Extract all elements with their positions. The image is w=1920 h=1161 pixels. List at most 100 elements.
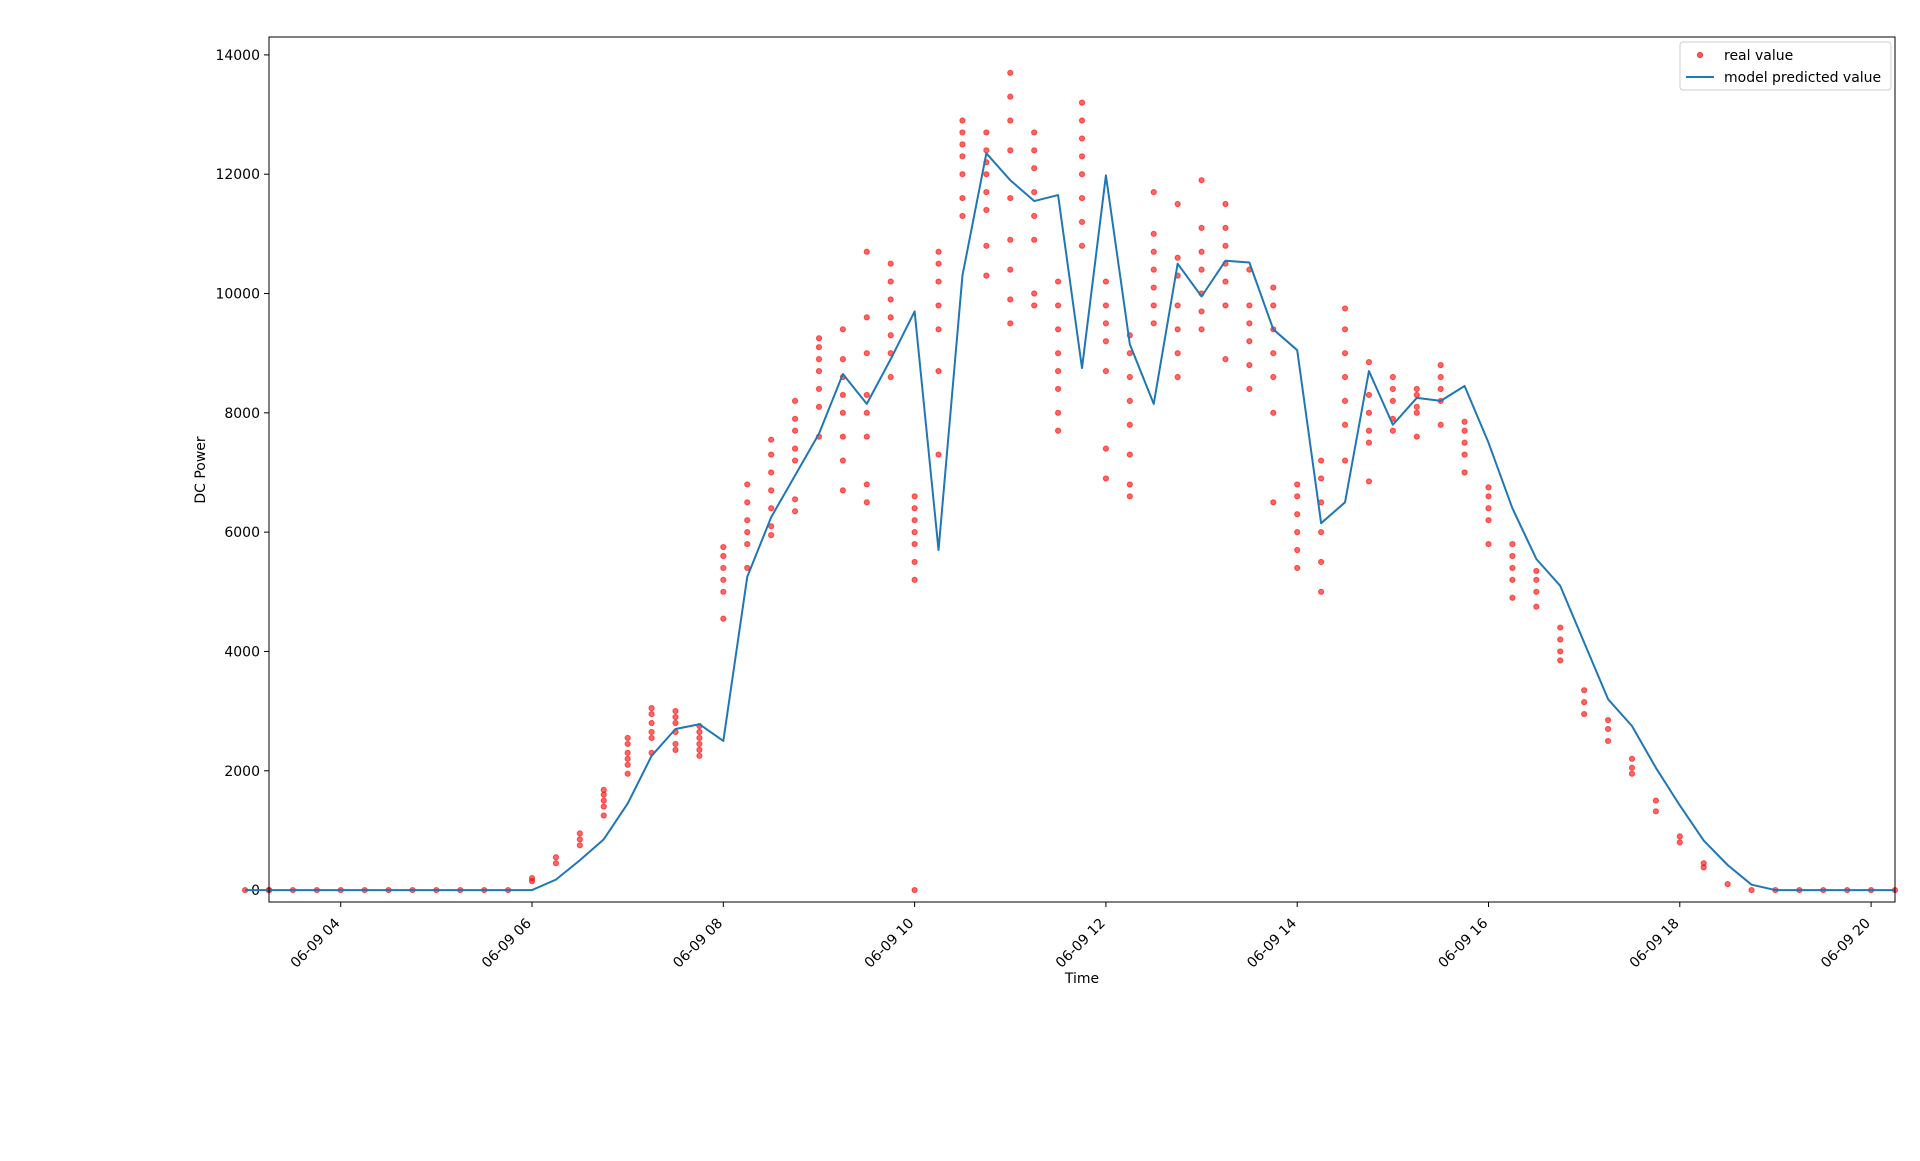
real-value-point	[1031, 290, 1038, 297]
real-value-point	[887, 373, 894, 381]
real-value-point	[1294, 546, 1301, 554]
real-value-point	[1341, 373, 1349, 381]
real-value-point	[863, 248, 870, 255]
real-value-point	[1461, 451, 1468, 458]
real-value-point	[1318, 588, 1325, 595]
real-value-point	[1341, 350, 1349, 357]
real-value-point	[1222, 278, 1229, 285]
real-value-point	[768, 451, 775, 458]
real-value-point	[1150, 248, 1157, 255]
real-value-point	[1054, 427, 1062, 434]
real-value-point	[1222, 200, 1229, 208]
real-value-point	[1533, 588, 1540, 595]
real-value-point	[815, 367, 823, 375]
real-value-point	[1533, 576, 1540, 583]
legend: real value model predicted value	[1679, 41, 1892, 91]
real-value-point	[911, 558, 918, 566]
real-value-point	[1557, 657, 1564, 664]
real-value-point	[815, 385, 823, 393]
real-value-point	[1294, 511, 1301, 518]
real-value-point	[1318, 529, 1325, 536]
real-value-point	[1437, 421, 1444, 428]
real-value-point	[1102, 475, 1110, 482]
real-value-point	[720, 576, 727, 583]
real-value-point	[911, 576, 918, 583]
real-value-point	[624, 761, 631, 768]
real-value-point	[1174, 373, 1181, 381]
real-value-point	[1341, 326, 1349, 333]
real-value-point	[624, 770, 631, 777]
real-value-point	[600, 803, 607, 810]
real-value-point	[1102, 367, 1110, 375]
real-value-point	[1031, 147, 1038, 154]
real-value-point	[1174, 200, 1181, 208]
real-value-point	[624, 749, 631, 756]
real-value-point	[1007, 93, 1014, 100]
real-value-point	[983, 129, 990, 136]
real-value-point	[1198, 308, 1205, 315]
real-value-point	[839, 457, 846, 464]
real-value-point	[815, 356, 823, 363]
real-value-point	[1270, 284, 1277, 291]
real-value-point	[839, 391, 846, 399]
real-value-point	[1509, 552, 1516, 560]
real-value-point	[935, 302, 942, 309]
real-value-point	[1581, 699, 1588, 706]
real-value-point	[1102, 278, 1110, 285]
real-value-point	[1318, 475, 1325, 482]
real-value-point	[1628, 770, 1636, 777]
real-value-point	[911, 529, 918, 536]
real-value-point	[1126, 481, 1133, 488]
real-value-point	[1509, 564, 1516, 572]
real-value-point	[1294, 481, 1301, 488]
real-value-point	[983, 171, 990, 178]
real-value-point	[1628, 764, 1636, 771]
real-value-point	[1102, 445, 1110, 452]
real-value-point	[1078, 242, 1086, 249]
real-value-point	[983, 189, 990, 196]
real-value-point	[1150, 302, 1157, 309]
real-value-point	[1365, 439, 1373, 446]
real-value-point	[1007, 147, 1014, 154]
real-value-point	[1150, 266, 1157, 273]
real-value-point	[935, 367, 942, 375]
real-value-point	[1054, 367, 1062, 375]
real-value-point	[672, 719, 679, 727]
real-value-point	[1246, 362, 1253, 369]
y-tick-label-4000: 4000	[224, 644, 260, 660]
real-value-point	[863, 391, 870, 399]
real-value-point	[720, 588, 727, 595]
real-value-point	[887, 260, 894, 267]
real-value-point	[1031, 212, 1038, 220]
real-value-point	[744, 517, 751, 524]
real-value-point	[576, 836, 583, 843]
real-value-point	[791, 445, 799, 452]
real-value-point	[1270, 499, 1277, 506]
real-value-point	[624, 740, 631, 748]
real-value-point	[528, 875, 536, 882]
real-value-point	[672, 746, 679, 753]
real-value-point	[839, 487, 846, 494]
real-value-point	[959, 153, 966, 160]
real-value-point	[959, 117, 966, 124]
real-value-point	[720, 552, 727, 560]
y-tick-label-6000: 6000	[224, 525, 260, 541]
real-value-point	[1007, 236, 1014, 243]
real-value-point	[1198, 266, 1205, 273]
real-value-point	[1485, 517, 1492, 524]
real-value-point	[935, 260, 942, 267]
real-value-point	[1007, 194, 1014, 202]
real-value-point	[1318, 457, 1325, 464]
real-value-point	[911, 517, 918, 524]
real-value-point	[1198, 326, 1205, 333]
real-value-point	[744, 499, 751, 506]
y-tick-label-12000: 12000	[215, 167, 260, 183]
real-value-point	[768, 532, 775, 539]
real-value-point	[1485, 493, 1492, 500]
real-value-point	[1246, 338, 1253, 345]
real-value-point	[1174, 326, 1181, 333]
real-value-point	[1628, 755, 1636, 762]
plot-frame	[268, 36, 1896, 903]
real-value-point	[839, 356, 846, 363]
